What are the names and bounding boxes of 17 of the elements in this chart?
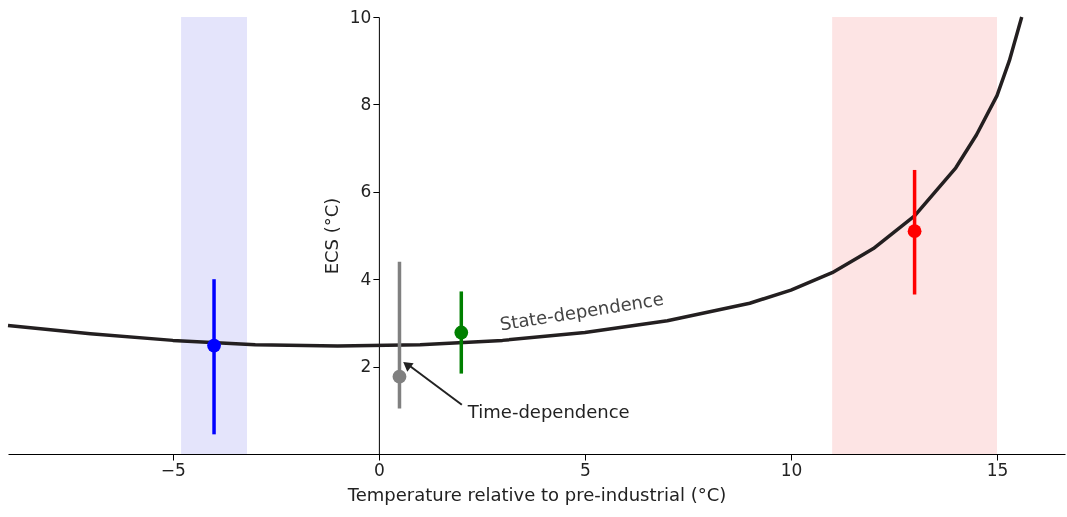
point bbox=[207, 338, 221, 353]
annotation: Time-dependence bbox=[466, 400, 630, 422]
y-tick-label: 4 bbox=[360, 268, 372, 289]
y-tick-label: 6 bbox=[360, 181, 372, 202]
y-tick-label: 8 bbox=[360, 93, 372, 114]
x-tick-label: 0 bbox=[373, 459, 385, 480]
y-axis-title: ECS (°C) bbox=[320, 197, 342, 275]
point bbox=[392, 369, 407, 384]
x-tick-label: 15 bbox=[986, 459, 1009, 480]
x-axis-title: Temperature relative to pre-industrial (°C) bbox=[346, 483, 727, 505]
point bbox=[454, 325, 469, 340]
point bbox=[907, 224, 922, 239]
y-tick-label: 10 bbox=[349, 6, 372, 27]
x-tick-label: 10 bbox=[780, 459, 803, 480]
x-tick-label: −5 bbox=[160, 459, 186, 480]
y-tick-label: 2 bbox=[360, 356, 372, 377]
x-tick-label: 5 bbox=[580, 459, 591, 480]
